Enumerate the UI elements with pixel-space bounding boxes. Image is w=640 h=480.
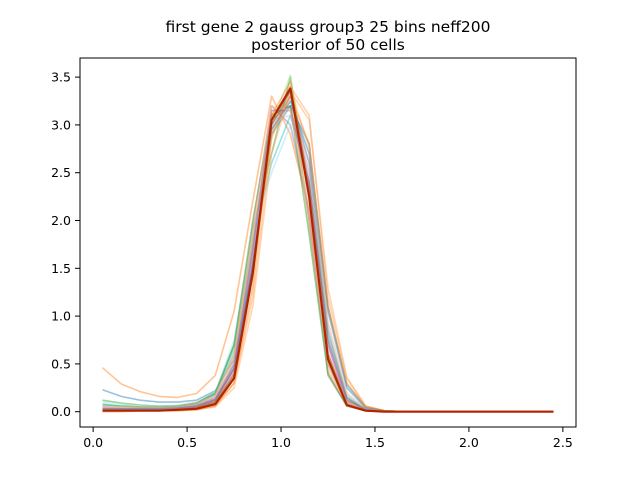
chart-subtitle: posterior of 50 cells [251, 36, 405, 54]
y-tick-label: 3.5 [51, 70, 71, 85]
chart-title: first gene 2 gauss group3 25 bins neff20… [166, 18, 491, 36]
series-line [102, 87, 554, 413]
series-line [102, 105, 554, 413]
x-axis: 0.0 0.5 1.0 1.5 2.0 2.5 [83, 427, 573, 450]
y-tick-label: 2.5 [51, 165, 71, 180]
x-tick-label: 2.0 [459, 435, 479, 450]
y-tick-label: 0.0 [51, 404, 71, 419]
y-tick-label: 1.5 [51, 261, 71, 276]
x-tick-label: 0.5 [177, 435, 197, 450]
x-tick-label: 1.0 [271, 435, 291, 450]
x-tick-label: 2.5 [553, 435, 573, 450]
y-axis: 0.0 0.5 1.0 1.5 2.0 2.5 3.0 3.5 [51, 70, 80, 419]
x-tick-label: 1.5 [365, 435, 385, 450]
x-tick-label: 0.0 [83, 435, 103, 450]
y-tick-label: 0.5 [51, 356, 71, 371]
y-tick-label: 3.0 [51, 117, 71, 132]
y-tick-label: 1.0 [51, 309, 71, 324]
y-tick-label: 2.0 [51, 213, 71, 228]
series-layer [101, 74, 554, 413]
plot-frame [79, 57, 577, 428]
